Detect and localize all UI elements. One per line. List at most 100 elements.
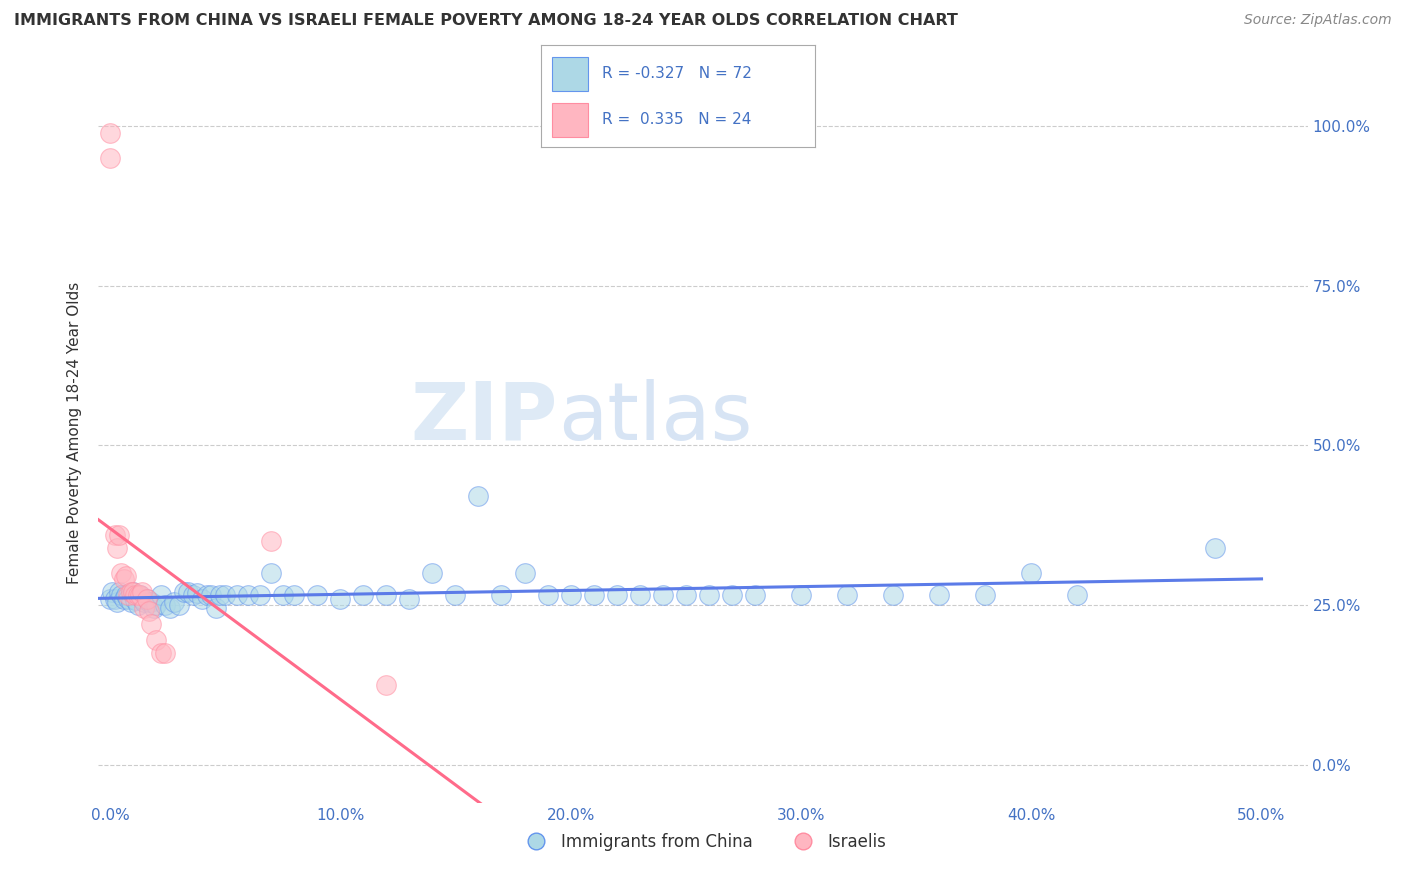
Point: [128, 588, 150, 602]
Point: [260, 534, 283, 549]
Point: [352, 588, 374, 602]
Point: [422, 566, 444, 580]
Point: [167, 598, 190, 612]
Point: [135, 591, 157, 606]
Point: [675, 588, 697, 602]
Point: [155, 598, 177, 612]
Text: R =  0.335   N = 24: R = 0.335 N = 24: [602, 112, 751, 127]
Point: [141, 595, 163, 609]
Point: [122, 585, 145, 599]
Point: [138, 604, 160, 618]
FancyBboxPatch shape: [553, 57, 588, 91]
Point: [260, 566, 283, 580]
Point: [835, 588, 858, 602]
Point: [1066, 588, 1088, 602]
Point: [142, 601, 165, 615]
Point: [117, 588, 139, 602]
Point: [98, 126, 121, 140]
Point: [307, 588, 329, 602]
Point: [135, 591, 157, 606]
Point: [582, 588, 605, 602]
Point: [214, 588, 236, 602]
Point: [108, 527, 131, 541]
Point: [200, 588, 222, 602]
Point: [225, 588, 247, 602]
Text: ZIP: ZIP: [411, 379, 558, 457]
Point: [110, 588, 132, 602]
Point: [560, 588, 582, 602]
Point: [882, 588, 904, 602]
Point: [606, 588, 628, 602]
Point: [249, 588, 271, 602]
Point: [697, 588, 720, 602]
Point: [149, 588, 172, 602]
Point: [205, 601, 228, 615]
Point: [536, 588, 558, 602]
Point: [120, 595, 142, 609]
Point: [444, 588, 467, 602]
Point: [141, 617, 163, 632]
Point: [127, 598, 149, 612]
Point: [124, 592, 146, 607]
Legend: Immigrants from China, Israelis: Immigrants from China, Israelis: [513, 826, 893, 857]
Point: [209, 588, 232, 602]
Point: [105, 541, 128, 555]
Text: atlas: atlas: [558, 379, 752, 457]
Point: [651, 588, 673, 602]
Point: [115, 569, 138, 583]
Point: [112, 573, 135, 587]
Text: IMMIGRANTS FROM CHINA VS ISRAELI FEMALE POVERTY AMONG 18-24 YEAR OLDS CORRELATIO: IMMIGRANTS FROM CHINA VS ISRAELI FEMALE …: [14, 13, 957, 29]
Point: [790, 588, 813, 602]
Point: [467, 490, 489, 504]
Point: [105, 595, 128, 609]
Point: [155, 646, 177, 660]
Point: [122, 585, 145, 599]
Point: [720, 588, 742, 602]
Point: [398, 591, 420, 606]
Point: [513, 566, 536, 580]
Point: [329, 591, 352, 606]
Point: [236, 588, 259, 602]
Point: [1019, 566, 1042, 580]
Point: [375, 588, 398, 602]
Y-axis label: Female Poverty Among 18-24 Year Olds: Female Poverty Among 18-24 Year Olds: [67, 282, 83, 583]
Point: [195, 588, 218, 602]
Point: [271, 588, 294, 602]
Point: [103, 591, 125, 606]
Point: [101, 585, 124, 599]
Point: [131, 585, 153, 599]
Point: [974, 588, 997, 602]
Point: [110, 566, 132, 580]
Point: [149, 646, 172, 660]
Point: [375, 678, 398, 692]
Point: [117, 591, 139, 606]
Point: [138, 595, 160, 609]
Point: [112, 591, 135, 606]
Point: [1204, 541, 1226, 555]
Point: [127, 588, 149, 602]
Point: [108, 585, 131, 599]
Point: [124, 588, 146, 602]
Point: [177, 585, 200, 599]
Text: R = -0.327   N = 72: R = -0.327 N = 72: [602, 66, 751, 81]
Point: [98, 151, 121, 165]
Point: [134, 601, 156, 615]
Point: [628, 588, 651, 602]
Point: [928, 588, 950, 602]
Point: [163, 595, 186, 609]
Point: [173, 585, 195, 599]
Point: [744, 588, 766, 602]
Point: [491, 588, 513, 602]
Point: [98, 591, 121, 606]
Point: [191, 591, 214, 606]
Point: [181, 588, 204, 602]
Point: [145, 598, 167, 612]
Point: [159, 601, 181, 615]
Point: [134, 595, 156, 609]
Point: [103, 527, 125, 541]
Point: [145, 633, 167, 648]
Point: [283, 588, 305, 602]
Point: [128, 588, 150, 602]
Text: Source: ZipAtlas.com: Source: ZipAtlas.com: [1244, 13, 1392, 28]
Point: [120, 585, 142, 599]
